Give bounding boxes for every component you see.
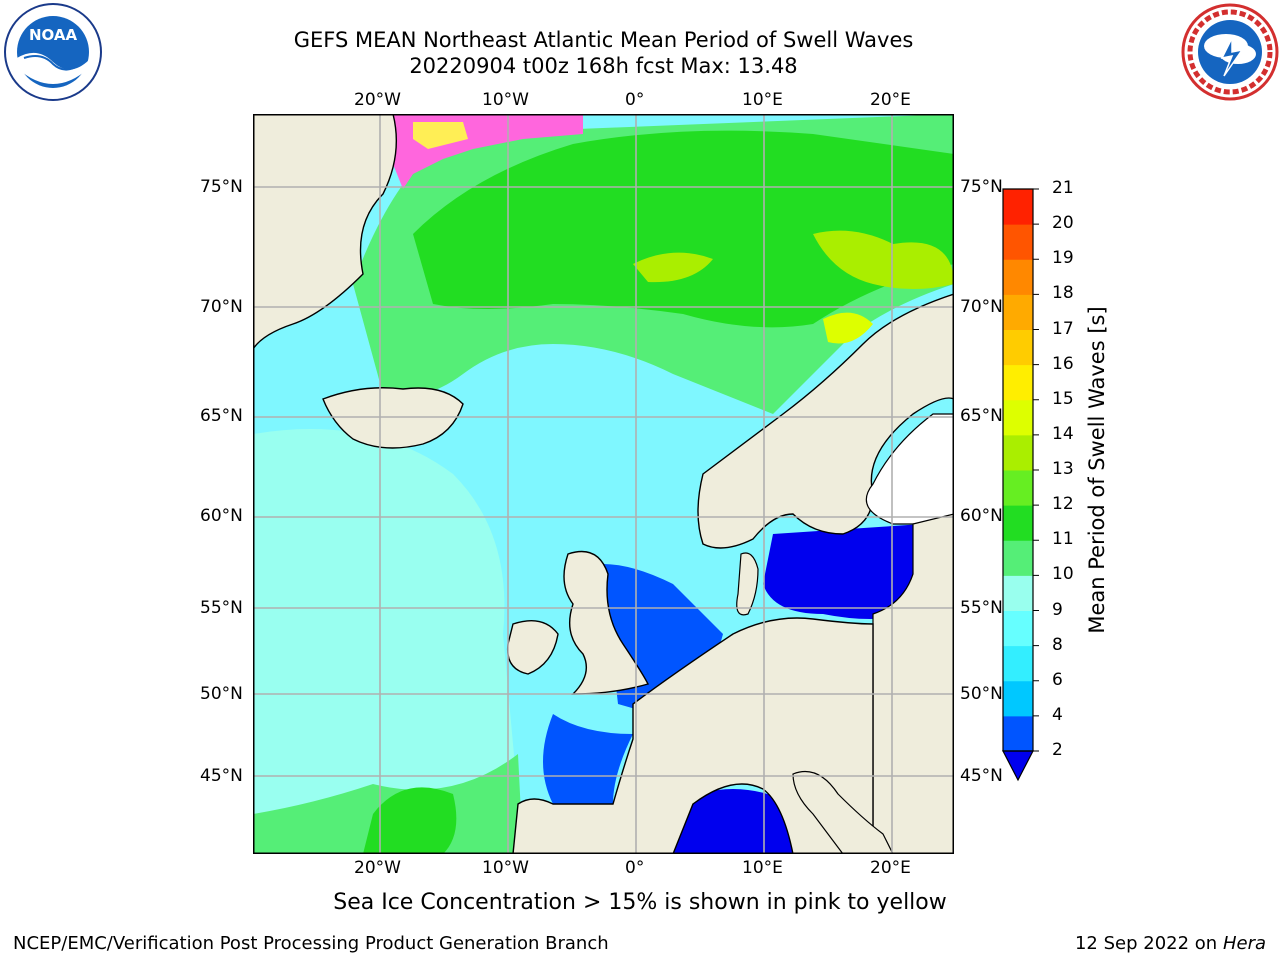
lon-label-top: 0° [625, 90, 645, 110]
colorbar-title: Mean Period of Swell Waves [s] [1085, 306, 1109, 634]
host-name: Hera [1222, 933, 1266, 954]
date-text: 12 Sep 2022 on Hera [1075, 933, 1266, 954]
colorbar-swatch [1003, 540, 1033, 576]
sea-ice-yellow [413, 122, 468, 149]
period-13-14-patch [823, 312, 873, 344]
lon-label-top: 10°W [482, 90, 529, 110]
colorbar-tick-label: 4 [1052, 704, 1063, 725]
colorbar-tick-label: 12 [1052, 494, 1074, 515]
colorbar-tick-label: 18 [1052, 283, 1074, 304]
lon-label-top: 20°W [354, 90, 401, 110]
lat-label-right: 50°N [960, 684, 1003, 704]
colorbar-swatch [1003, 259, 1033, 295]
baltic-east-land [872, 513, 954, 854]
colorbar-tick-label: 21 [1052, 178, 1074, 198]
bothnia-water [865, 413, 954, 525]
colorbar-tick-label: 9 [1052, 599, 1063, 620]
colorbar-tick-label: 17 [1052, 318, 1074, 339]
colorbar-swatch [1003, 329, 1033, 366]
colorbar-swatch [1003, 470, 1033, 506]
scandinavia-land [697, 293, 954, 549]
colorbar-swatch [1003, 680, 1033, 717]
colorbar-tick-label: 14 [1052, 423, 1074, 444]
colorbar-swatch [1003, 399, 1033, 436]
colorbar-tick-label: 2 [1052, 740, 1063, 760]
colorbar-swatch [1003, 364, 1033, 401]
lon-label-top: 20°E [870, 90, 911, 110]
colorbar-tick-label: 16 [1052, 353, 1074, 374]
lat-label-left: 45°N [200, 766, 243, 786]
colorbar [1002, 188, 1039, 782]
lat-label-left: 65°N [200, 406, 243, 426]
date-label: 12 Sep 2022 on [1074, 933, 1218, 954]
baltic-low-period [763, 524, 923, 619]
lat-label-right: 55°N [960, 598, 1003, 618]
colorbar-tick-label: 19 [1052, 248, 1074, 269]
colorbar-swatch [1003, 610, 1033, 647]
denmark-land [736, 552, 759, 616]
lon-label-bottom: 10°E [742, 858, 783, 878]
colorbar-swatch [1003, 575, 1033, 611]
period-12-13-patch [633, 252, 713, 283]
period-10-11-patch [363, 787, 457, 854]
lat-label-left: 55°N [200, 598, 243, 618]
lat-label-right: 60°N [960, 506, 1003, 526]
colorbar-swatch [1003, 645, 1033, 682]
ireland-land [506, 620, 559, 675]
lon-label-bottom: 20°W [354, 858, 401, 878]
colorbar-swatch [1003, 715, 1033, 752]
period-12-13-east [813, 230, 954, 289]
bay-of-biscay-low-period [543, 714, 633, 804]
colorbar-swatch [1003, 189, 1033, 225]
chart-title: GEFS MEAN Northeast Atlantic Mean Period… [293, 28, 914, 52]
colorbar-tick-label: 15 [1052, 388, 1074, 409]
chart-subtitle: 20220904 t00z 168h fcst Max: 13.48 [409, 54, 798, 78]
lon-label-bottom: 10°W [482, 858, 529, 878]
colorbar-extend-arrow [1002, 750, 1034, 782]
colorbar-tick-label: 20 [1052, 213, 1074, 234]
greenland-land [253, 114, 397, 351]
colorbar-swatch [1003, 434, 1033, 471]
colorbar-swatch [1003, 294, 1033, 330]
lat-label-left: 60°N [200, 506, 243, 526]
colorbar-tick-label: 10 [1052, 564, 1074, 585]
lat-label-left: 50°N [200, 684, 243, 704]
lon-label-bottom: 20°E [870, 858, 911, 878]
graticule [253, 114, 954, 854]
lat-label-right: 65°N [960, 406, 1003, 426]
lat-label-right: 70°N [960, 297, 1003, 317]
nws-logo [1181, 3, 1279, 101]
lat-label-right: 45°N [960, 766, 1003, 786]
lat-label-right: 75°N [960, 177, 1003, 197]
colorbar-tick-label: 6 [1052, 669, 1063, 690]
colorbar-tick-label: 8 [1052, 634, 1063, 655]
continental-europe-land [512, 617, 874, 854]
lat-label-left: 70°N [200, 297, 243, 317]
colorbar-tick-label: 13 [1052, 459, 1074, 479]
great-britain-land [563, 550, 650, 695]
colorbar-swatch [1003, 224, 1033, 260]
iceland-land [322, 387, 464, 449]
colorbar-tick-label: 11 [1052, 529, 1074, 550]
period-8-9-region [253, 429, 523, 854]
noaa-logo-text: NOAA [29, 26, 78, 44]
map-frame [253, 114, 954, 854]
credit-text: NCEP/EMC/Verification Post Processing Pr… [13, 933, 609, 954]
lat-label-left: 75°N [200, 177, 243, 197]
noaa-logo: NOAA [4, 3, 102, 101]
sea-ice-note: Sea Ice Concentration > 15% is shown in … [333, 890, 947, 915]
colorbar-swatch [1003, 505, 1033, 541]
period-11-12-core [413, 130, 954, 328]
lon-label-top: 10°E [742, 90, 783, 110]
italy-land [792, 770, 894, 854]
lon-label-bottom: 0° [625, 858, 645, 878]
swell-period-map [253, 114, 954, 854]
